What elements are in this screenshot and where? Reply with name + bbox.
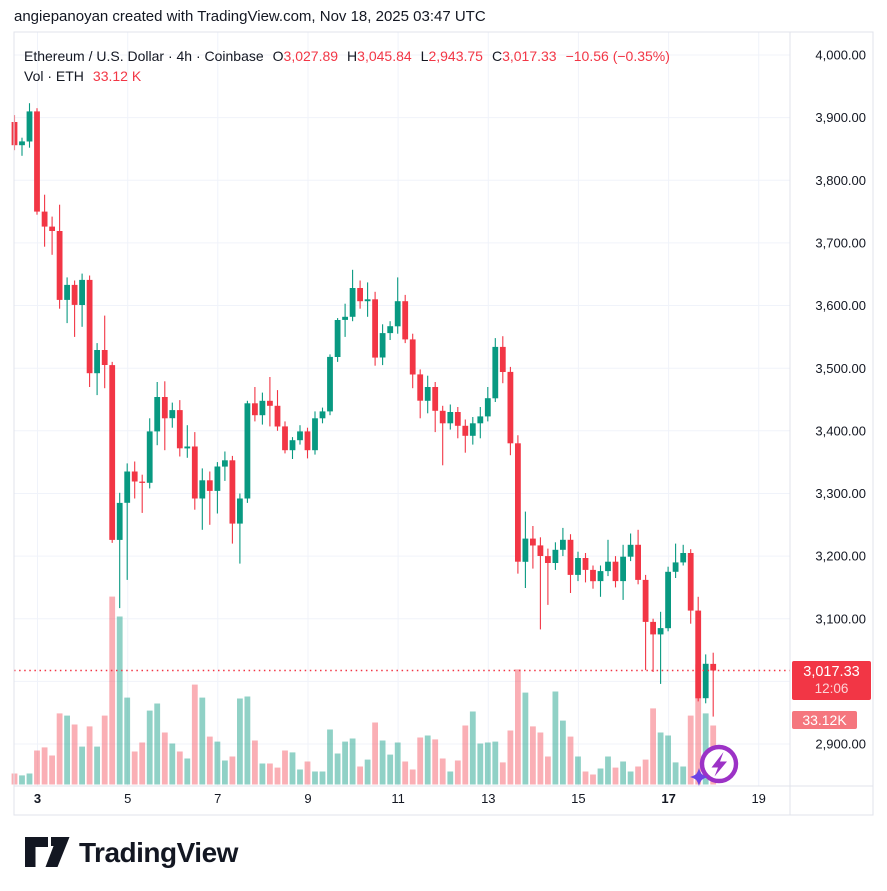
change-value: −10.56 (−0.35%) [565, 48, 670, 64]
volume-legend[interactable]: Vol · ETH 33.12 K [24, 68, 141, 84]
svg-text:13: 13 [481, 791, 495, 806]
last-volume-label: 33.12K [792, 711, 857, 729]
symbol-title[interactable]: Ethereum / U.S. Dollar · 4h · Coinbase [24, 48, 264, 64]
tradingview-logo-mark [25, 837, 70, 867]
low-value: 2,943.75 [428, 48, 483, 64]
volume-value: 33.12 K [92, 68, 142, 84]
tradingview-logo-text: TradingView [79, 837, 238, 868]
symbol-legend[interactable]: Ethereum / U.S. Dollar · 4h · Coinbase O3… [24, 45, 670, 67]
svg-text:3,500.00: 3,500.00 [815, 361, 866, 376]
svg-text:3,200.00: 3,200.00 [815, 549, 866, 564]
bar-countdown: 12:06 [814, 681, 849, 696]
svg-text:3,300.00: 3,300.00 [815, 486, 866, 501]
svg-text:3,900.00: 3,900.00 [815, 110, 866, 125]
svg-text:3,400.00: 3,400.00 [815, 423, 866, 438]
high-label: H [347, 48, 358, 64]
open-value: 3,027.89 [283, 48, 339, 64]
svg-text:3,700.00: 3,700.00 [815, 236, 866, 251]
price-chart[interactable]: 4,000.00 3,900.00 3,800.00 3,700.00 3,600.00… [0, 0, 887, 830]
high-value: 3,045.84 [357, 48, 412, 64]
close-value: 3,017.33 [502, 48, 557, 64]
svg-text:17: 17 [661, 791, 675, 806]
svg-text:11: 11 [391, 791, 405, 806]
svg-text:3,100.00: 3,100.00 [815, 611, 866, 626]
last-volume-value: 33.12K [802, 712, 847, 728]
volume-title: Vol · ETH [24, 68, 84, 84]
lightning-badge[interactable] [688, 740, 742, 792]
svg-text:4,000.00: 4,000.00 [815, 48, 866, 63]
open-label: O [272, 48, 284, 64]
svg-text:3,800.00: 3,800.00 [815, 173, 866, 188]
last-price-label[interactable]: 3,017.33 12:06 [792, 661, 871, 700]
close-label: C [491, 48, 503, 64]
attribution-text: angiepanoyan created with TradingView.co… [14, 8, 486, 25]
lightning-circle-icon [699, 744, 739, 784]
svg-text:19: 19 [751, 791, 765, 806]
sparkle-star-icon [690, 768, 708, 786]
tradingview-logo[interactable]: TradingView [24, 835, 238, 871]
svg-text:2,900.00: 2,900.00 [815, 737, 866, 752]
svg-text:3,600.00: 3,600.00 [815, 298, 866, 313]
low-label: L [420, 48, 429, 64]
svg-text:15: 15 [571, 791, 585, 806]
svg-text:9: 9 [304, 791, 311, 806]
svg-text:3: 3 [34, 791, 41, 806]
svg-text:7: 7 [214, 791, 221, 806]
last-price-value: 3,017.33 [803, 664, 860, 680]
svg-text:5: 5 [124, 791, 131, 806]
